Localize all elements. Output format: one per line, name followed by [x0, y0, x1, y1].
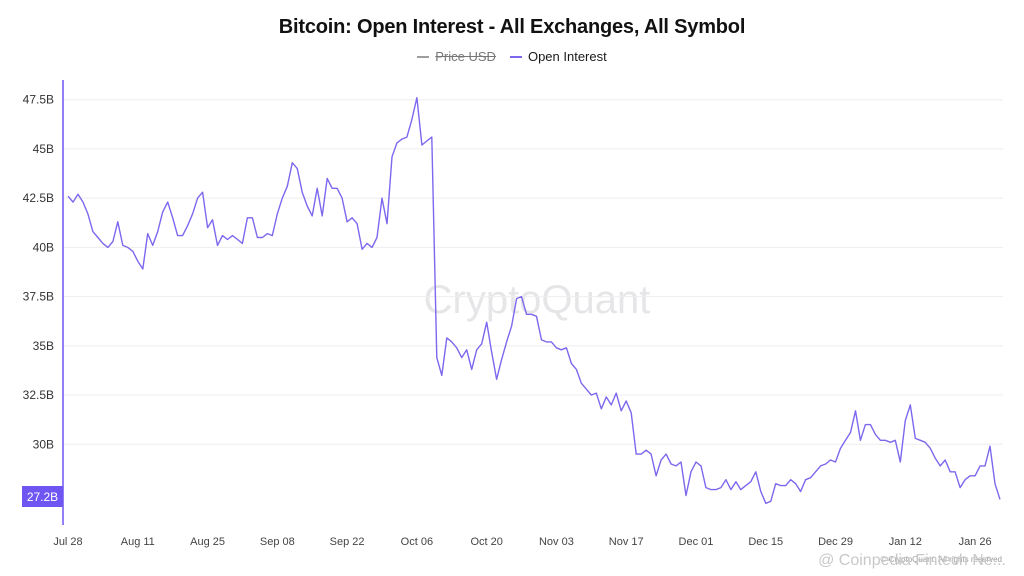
y-axis-ticks: 30B 32.5B 35B 37.5B 40B 42.5B 45B 47.5B [23, 93, 54, 452]
y-tick-label: 37.5B [23, 290, 54, 304]
x-tick-label: Sep 22 [330, 536, 365, 548]
y-tick-label: 32.5B [23, 388, 54, 402]
legend-label-open-interest: Open Interest [527, 49, 607, 64]
legend-item-price[interactable]: Price USD [417, 49, 496, 64]
series-line-open-interest [67, 97, 1001, 504]
last-value-badge-bg [22, 486, 63, 507]
legend-item-open-interest[interactable]: Open Interest [509, 49, 607, 64]
source-watermark: @ Coinpedia Fintech Ne... [818, 552, 1006, 569]
x-tick-label: Aug 25 [190, 536, 225, 548]
x-tick-label: Jan 12 [889, 536, 922, 548]
x-tick-label: Nov 17 [609, 536, 644, 548]
legend: Price USD Open Interest [0, 49, 1024, 64]
legend-label-price: Price USD [435, 49, 496, 64]
y-tick-label: 40B [33, 240, 54, 254]
chart-title: Bitcoin: Open Interest - All Exchanges, … [278, 16, 746, 38]
y-tick-label: 45B [33, 142, 54, 156]
x-tick-label: Oct 20 [470, 536, 502, 548]
x-tick-label: Jan 26 [959, 536, 992, 548]
last-value-badge-label: 27.2B [27, 490, 58, 504]
x-tick-label: Dec 29 [818, 536, 853, 548]
y-tick-label: 47.5B [23, 93, 54, 107]
legend-swatch-open-interest [509, 55, 522, 58]
legend-swatch-price [417, 55, 430, 58]
copyright-text: © CryptoQuant. All rights reserved [880, 555, 1003, 564]
x-tick-label: Aug 11 [121, 536, 155, 548]
x-axis-ticks: Jul 28 Aug 11 Aug 25 Sep 08 Sep 22 Oct 06 Oct … [53, 536, 991, 548]
gridlines [64, 99, 1003, 445]
x-tick-label: Jul 28 [53, 536, 82, 548]
watermark: CryptoQuant [424, 278, 651, 322]
y-tick-label: 30B [33, 437, 54, 451]
y-tick-label: 35B [33, 339, 54, 353]
x-tick-label: Nov 03 [539, 536, 574, 548]
last-value-badge: 27.2B [22, 486, 63, 507]
x-tick-label: Dec 15 [748, 536, 783, 548]
x-tick-label: Dec 01 [679, 536, 714, 548]
x-tick-label: Oct 06 [401, 536, 433, 548]
y-tick-label: 42.5B [23, 191, 54, 205]
x-tick-label: Sep 08 [260, 536, 295, 548]
